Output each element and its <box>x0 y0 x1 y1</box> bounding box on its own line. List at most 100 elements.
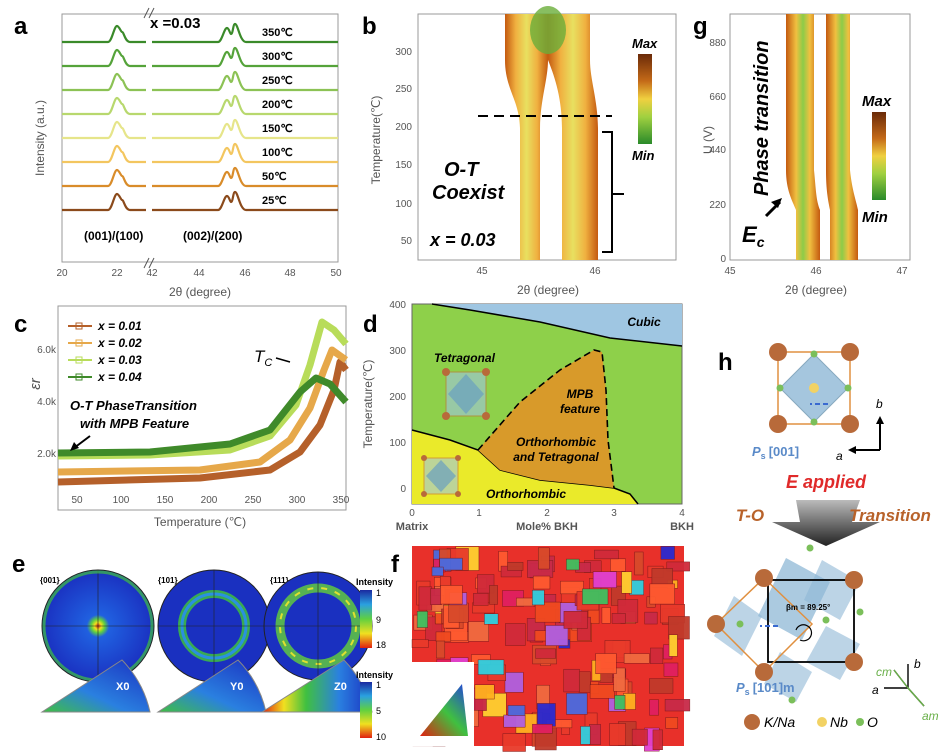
panel-a: a Intensity (a.u.) x =0.03 350℃ 300℃ 250℃ 2… <box>14 7 342 299</box>
panel-g-xtick: 47 <box>896 266 908 277</box>
grain <box>649 699 659 716</box>
panel-a-xtick: 22 <box>111 268 123 279</box>
grain <box>440 585 463 605</box>
grain <box>504 672 524 693</box>
scale-bar <box>360 590 372 648</box>
panel-d-xticks: 0 1 2 3 4 <box>409 508 685 519</box>
pole-crosshair <box>42 570 154 682</box>
region-orthorhombic <box>412 430 638 504</box>
panel-c: c εr 2.0k 4.0k 6.0k 50 100 150 200 250 3… <box>14 305 350 529</box>
angle-label: βm = 89.25° <box>786 603 830 612</box>
panel-d-xtick-right: BKH <box>670 521 694 533</box>
label-cubic: Cubic <box>627 315 661 329</box>
panel-g-ylabel: U (V) <box>701 126 715 154</box>
xrd-curve <box>152 22 338 44</box>
panel-c-note2: with MPB Feature <box>80 416 189 431</box>
legend-marker <box>75 322 83 330</box>
legend-swatch <box>744 714 760 730</box>
grain <box>668 634 678 657</box>
grain <box>563 668 580 693</box>
panel-c-xtick: 250 <box>245 495 262 506</box>
dielectric-curve <box>57 358 349 486</box>
atom-k-na <box>769 415 787 433</box>
panel-e: e {001} {101} {111} X0 Y0 <box>12 551 393 742</box>
atom-k-na <box>755 569 773 587</box>
e-applied: E applied <box>786 472 867 492</box>
panel-b-band-left <box>505 14 548 260</box>
panel-d-xtick: 1 <box>476 508 482 519</box>
scale-tick: 1 <box>376 680 381 690</box>
panel-a-xtick: 50 <box>330 268 342 279</box>
panel-label-h: h <box>718 349 733 376</box>
grain <box>536 703 556 727</box>
axis-am: am <box>922 709 939 723</box>
panel-g-ytick: 880 <box>709 38 726 49</box>
legend-marker <box>75 373 83 381</box>
grain <box>489 585 498 605</box>
panel-g-ytick: 440 <box>709 145 726 156</box>
legend-label: O <box>867 714 878 730</box>
atom-k-na <box>845 653 863 671</box>
atom-o <box>856 608 864 616</box>
tetragonal-unit-cell <box>769 343 859 433</box>
panel-a-ylabel: Intensity (a.u.) <box>33 100 47 176</box>
panel-a-peak1: (001)/(100) <box>84 229 143 243</box>
legend-label: x = 0.03 <box>97 353 142 367</box>
panel-b-bracket <box>602 131 624 253</box>
panel-g-ytick: 220 <box>709 200 726 211</box>
grain <box>418 586 433 611</box>
grain <box>666 561 690 572</box>
grain <box>507 561 524 571</box>
grain <box>621 571 632 594</box>
axis-a: a <box>872 683 879 697</box>
panel-b-ytick: 250 <box>395 84 412 95</box>
grain <box>594 549 619 560</box>
ipf-label: Y0 <box>230 681 243 693</box>
panel-a-xtick: 42 <box>146 268 158 279</box>
grain <box>560 580 584 595</box>
grain <box>502 733 526 752</box>
legend-label: x = 0.01 <box>97 319 142 333</box>
grain <box>665 717 679 729</box>
pole-figure-101: {101} <box>157 569 271 683</box>
ipf-x0: X0 <box>40 659 151 713</box>
grain <box>532 723 553 734</box>
atom-o <box>822 616 830 624</box>
boundary-cubic <box>431 303 683 347</box>
panel-b-band-right <box>548 14 598 260</box>
pole-label: {001} <box>40 576 60 585</box>
grain <box>534 601 561 623</box>
axes-lines <box>884 664 925 707</box>
temperature-label: 25℃ <box>262 195 287 207</box>
grain <box>592 571 617 588</box>
scale-tick: 9 <box>376 615 381 625</box>
dielectric-curve <box>57 318 349 460</box>
panel-g-min: Min <box>862 209 888 226</box>
panel-c-xtick: 200 <box>201 495 218 506</box>
grain <box>448 602 469 623</box>
grain <box>416 611 428 628</box>
grain <box>532 575 551 590</box>
grain <box>609 723 626 746</box>
panel-b-colorbar <box>638 54 652 144</box>
grain <box>663 662 679 677</box>
panel-c-ylabel: εr <box>27 377 44 390</box>
axis-cm: cm <box>876 665 892 679</box>
panel-c-xtick: 100 <box>113 495 130 506</box>
panel-g-band-left <box>786 14 820 260</box>
panel-g-ec: Ec <box>742 222 765 250</box>
xrd-curve <box>62 168 146 188</box>
octahedron <box>764 652 812 702</box>
grain <box>430 588 442 605</box>
ipf-label: X0 <box>116 681 129 693</box>
transition-arrow-icon <box>772 500 880 546</box>
panel-a-curves: 350℃ 300℃ 250℃ 200℃ 150℃ 100℃ 50℃ 25℃ <box>62 22 338 212</box>
panel-label-c: c <box>14 311 27 338</box>
label-ortho: Orthorhombic <box>486 487 566 501</box>
panel-label-b: b <box>362 13 377 40</box>
panel-g-band-right <box>826 14 858 260</box>
intensity-scale-1: Intensity 1 9 18 <box>356 577 393 650</box>
xrd-curve <box>152 46 338 68</box>
arrow-head-icon <box>771 198 782 208</box>
